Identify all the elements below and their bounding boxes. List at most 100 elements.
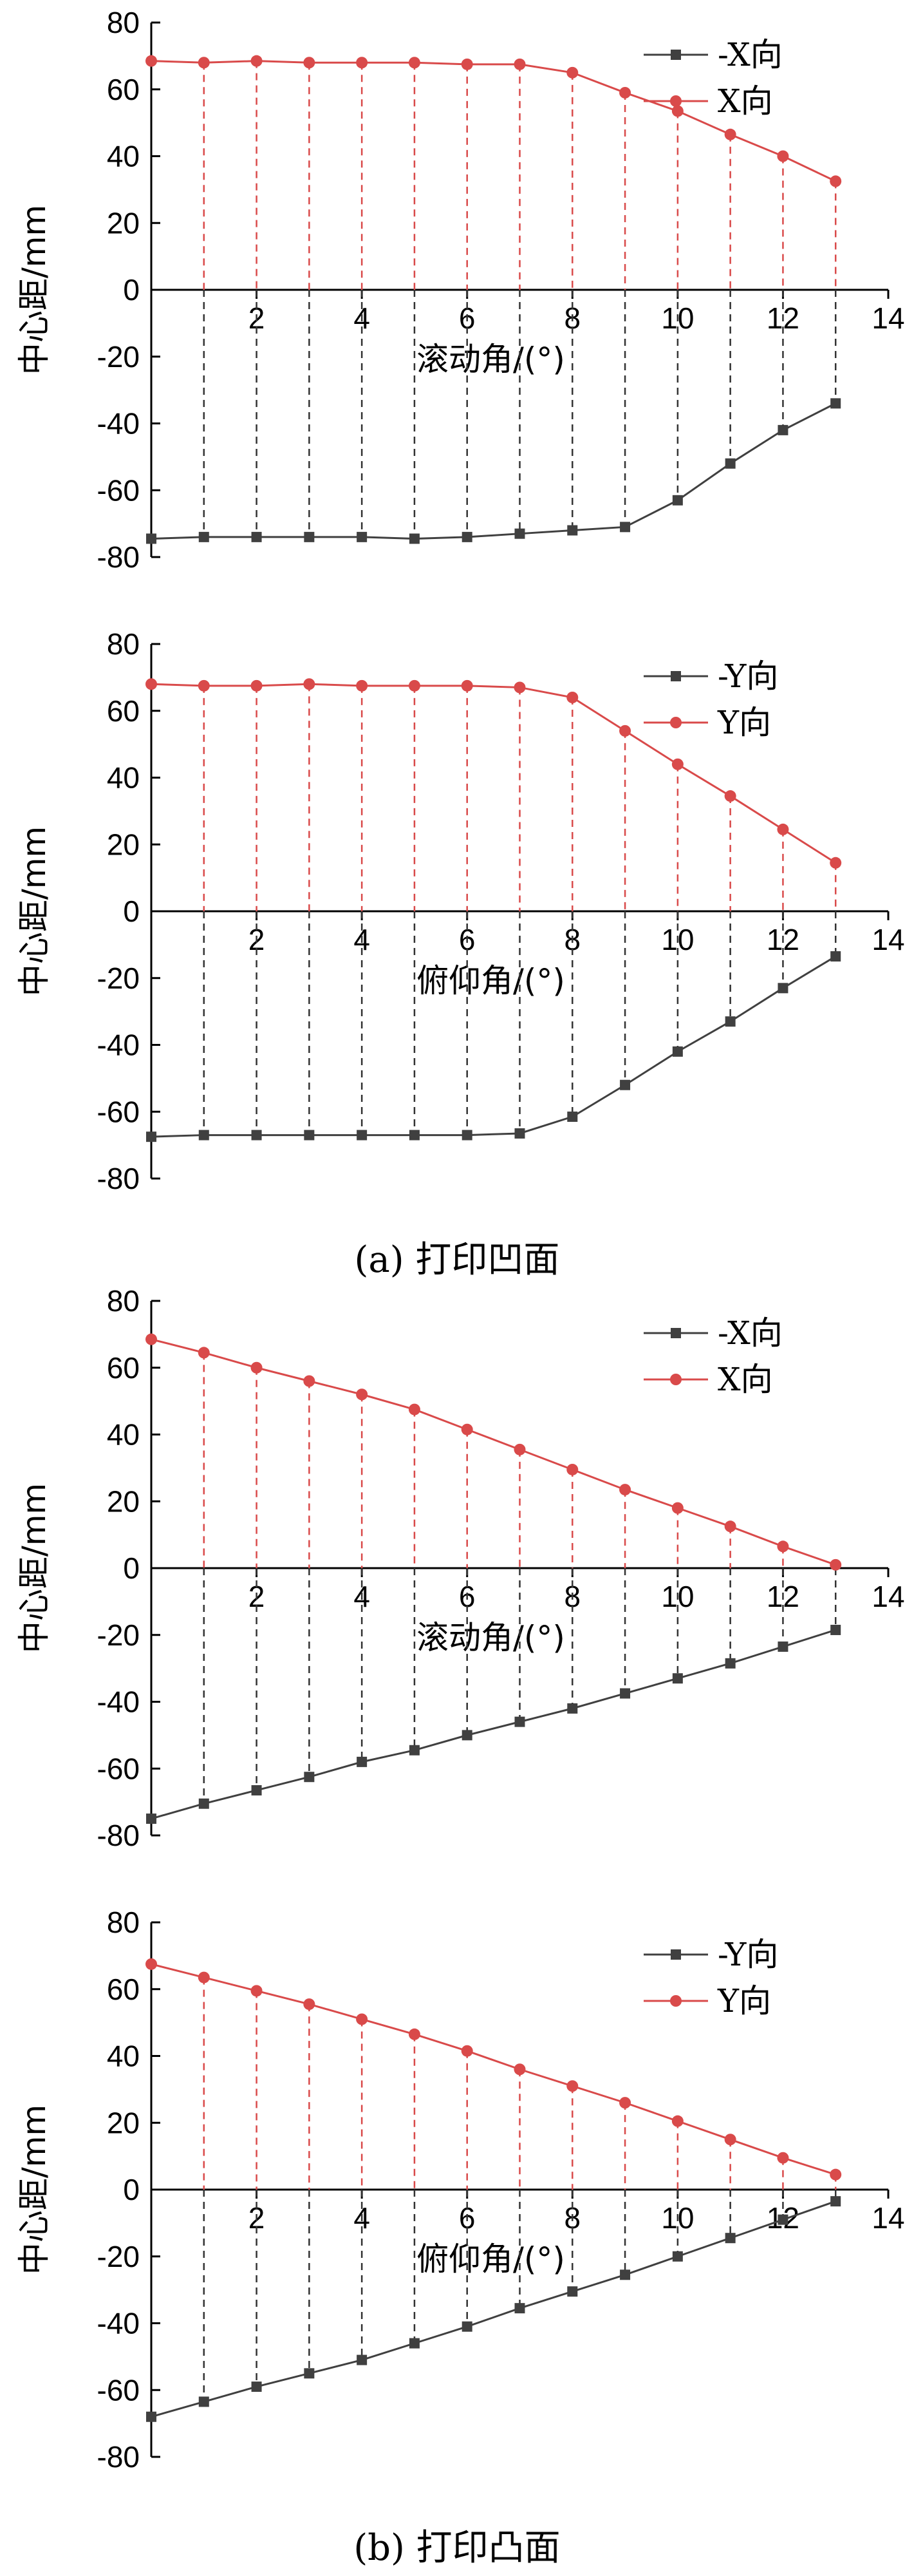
data-point-square bbox=[567, 2286, 578, 2297]
legend-marker-circle bbox=[670, 717, 682, 728]
series-line-1 bbox=[151, 955, 836, 1138]
data-point-square bbox=[725, 1016, 736, 1027]
series-line-2 bbox=[151, 1338, 836, 1566]
data-point-circle bbox=[145, 55, 157, 67]
data-point-circle bbox=[408, 57, 420, 69]
data-point-square bbox=[620, 1079, 631, 1090]
data-point-circle bbox=[303, 57, 315, 69]
y-tick-label: -20 bbox=[97, 2240, 140, 2273]
data-point-circle bbox=[671, 1502, 684, 1514]
data-point-square bbox=[198, 1798, 209, 1809]
data-point-square bbox=[830, 2196, 841, 2207]
data-point-circle bbox=[777, 823, 789, 835]
legend-marker-circle bbox=[670, 1995, 682, 2007]
data-point-square bbox=[778, 983, 788, 994]
data-point-circle bbox=[830, 175, 842, 187]
data-point-circle bbox=[198, 1971, 210, 1984]
data-point-circle bbox=[198, 679, 210, 692]
legend-marker-circle bbox=[670, 1374, 682, 1385]
y-tick-label: 20 bbox=[107, 206, 140, 240]
data-point-square bbox=[620, 2269, 631, 2280]
data-point-circle bbox=[566, 2080, 579, 2092]
data-point-circle bbox=[461, 2045, 473, 2057]
data-point-circle bbox=[514, 58, 526, 70]
data-point-square bbox=[146, 1814, 156, 1824]
data-point-circle bbox=[724, 128, 736, 140]
data-point-square bbox=[198, 531, 209, 542]
data-point-circle bbox=[356, 679, 368, 692]
y-tick-label: -60 bbox=[97, 2373, 140, 2407]
data-point-square bbox=[462, 531, 472, 542]
data-point-circle bbox=[250, 679, 263, 692]
data-point-circle bbox=[566, 66, 579, 79]
data-point-square bbox=[725, 2233, 736, 2244]
data-point-circle bbox=[619, 1484, 631, 1496]
y-tick-label: 80 bbox=[107, 627, 140, 661]
y-tick-label: -20 bbox=[97, 961, 140, 995]
y-axis-label: 中心距/mm bbox=[15, 1483, 53, 1653]
legend-marker-square bbox=[671, 1949, 681, 1960]
y-tick-label: 20 bbox=[107, 2106, 140, 2139]
data-point-square bbox=[514, 528, 525, 539]
y-tick-label: -40 bbox=[97, 407, 140, 440]
y-axis-label: 中心距/mm bbox=[15, 2105, 53, 2275]
data-point-square bbox=[146, 1132, 156, 1142]
data-point-circle bbox=[408, 1403, 420, 1416]
data-point-circle bbox=[198, 1347, 210, 1359]
data-point-square bbox=[514, 1716, 525, 1727]
legend-label: Y向 bbox=[717, 1982, 771, 2020]
y-tick-label: 0 bbox=[123, 895, 140, 928]
data-point-circle bbox=[724, 790, 736, 802]
data-point-circle bbox=[619, 86, 631, 99]
data-point-square bbox=[725, 1658, 736, 1669]
data-point-circle bbox=[461, 679, 473, 692]
legend-label: -Y向 bbox=[718, 658, 778, 695]
data-point-circle bbox=[198, 57, 210, 69]
data-point-circle bbox=[408, 679, 420, 692]
y-tick-label: 20 bbox=[107, 828, 140, 861]
data-point-circle bbox=[724, 1520, 736, 1533]
x-axis-label: 俯仰角/(°) bbox=[416, 962, 565, 999]
x-tick-label: 14 bbox=[872, 923, 904, 956]
data-point-circle bbox=[671, 758, 684, 770]
data-point-circle bbox=[830, 857, 842, 869]
data-point-square bbox=[672, 1046, 683, 1057]
data-point-circle bbox=[777, 2152, 789, 2164]
y-tick-label: -40 bbox=[97, 2307, 140, 2340]
data-point-square bbox=[620, 1688, 631, 1699]
y-tick-label: 40 bbox=[107, 2040, 140, 2073]
y-tick-label: -60 bbox=[97, 1095, 140, 1128]
data-point-square bbox=[304, 2368, 315, 2379]
y-tick-label: 0 bbox=[123, 273, 140, 307]
y-tick-label: -80 bbox=[97, 540, 140, 574]
caption-a: (a) 打印凹面 bbox=[355, 1239, 560, 1281]
data-point-circle bbox=[408, 2028, 420, 2040]
data-point-square bbox=[567, 525, 578, 536]
data-point-circle bbox=[303, 1998, 315, 2011]
y-tick-label: 40 bbox=[107, 761, 140, 795]
data-point-square bbox=[778, 424, 788, 435]
data-point-circle bbox=[724, 2134, 736, 2146]
data-point-square bbox=[672, 495, 683, 506]
y-tick-label: 80 bbox=[107, 1284, 140, 1318]
y-axis-label: 中心距/mm bbox=[15, 205, 53, 375]
data-point-square bbox=[251, 531, 262, 542]
y-tick-label: 60 bbox=[107, 73, 140, 106]
data-point-circle bbox=[356, 57, 368, 69]
series-line-1 bbox=[151, 402, 836, 540]
y-tick-label: -40 bbox=[97, 1685, 140, 1719]
y-tick-label: 60 bbox=[107, 1351, 140, 1385]
data-point-circle bbox=[830, 2168, 842, 2181]
data-point-circle bbox=[461, 58, 473, 70]
data-point-circle bbox=[830, 1558, 842, 1571]
series-line-1 bbox=[151, 2200, 836, 2418]
x-tick-label: 14 bbox=[872, 2201, 904, 2235]
data-point-circle bbox=[514, 2063, 526, 2076]
data-point-square bbox=[830, 951, 841, 962]
data-point-circle bbox=[619, 724, 631, 737]
y-tick-label: 0 bbox=[123, 1551, 140, 1585]
